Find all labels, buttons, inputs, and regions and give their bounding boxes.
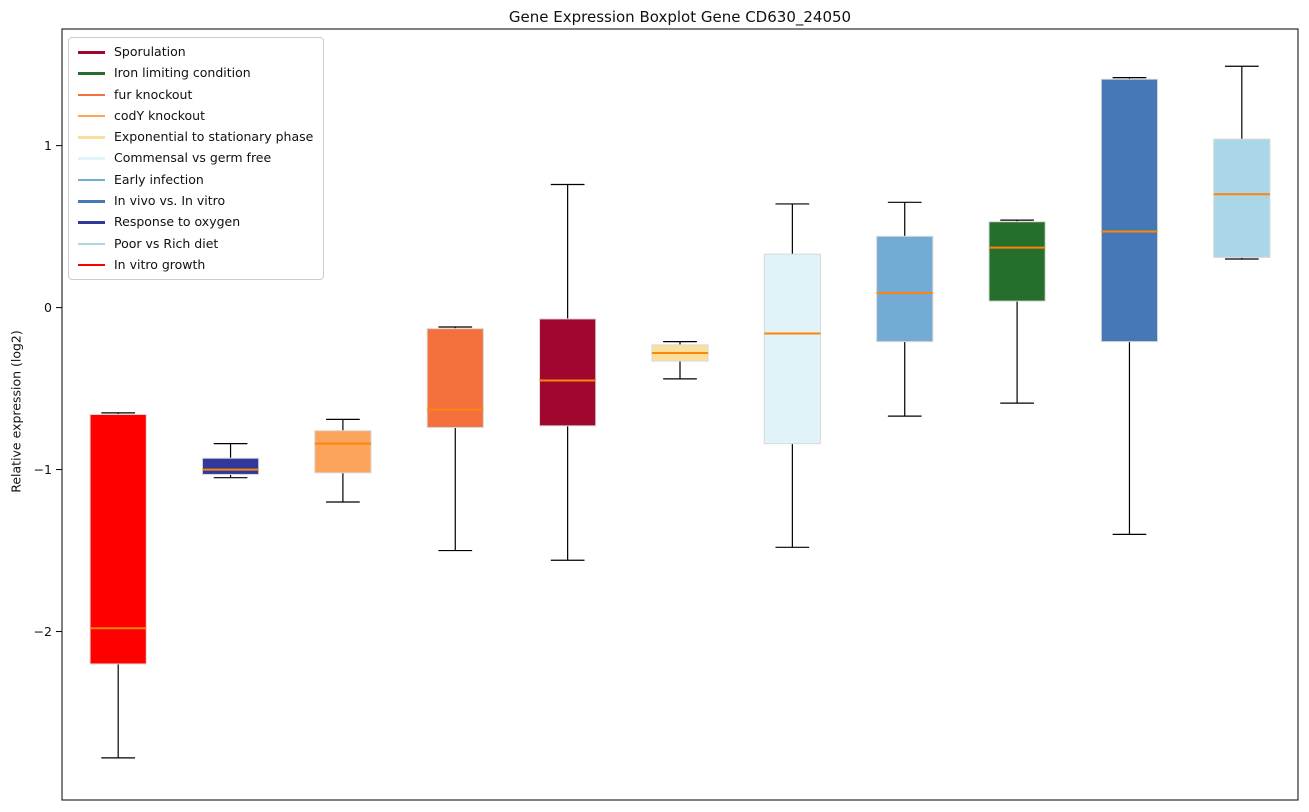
legend-item-in-vivo-vs-in-vitro: In vivo vs. In vitro — [78, 194, 313, 209]
legend-label: Sporulation — [114, 44, 186, 59]
y-tick-label: −2 — [34, 624, 52, 639]
box-early-infection — [876, 235, 934, 343]
box-cody-knockout — [314, 430, 372, 474]
legend-swatch-icon — [78, 263, 105, 267]
legend-label: In vitro growth — [114, 256, 206, 272]
legend-swatch-icon — [78, 157, 105, 160]
legend-swatch-icon — [78, 93, 105, 97]
legend-item-iron-limiting-condition: Iron limiting condition — [78, 66, 313, 81]
legend-swatch-icon — [78, 200, 105, 203]
legend-label: codY knockout — [114, 107, 206, 123]
legend-item-in-vitro-growth: In vitro growth — [78, 258, 313, 273]
legend-swatch-icon — [78, 221, 105, 224]
legend-swatch-icon — [78, 178, 105, 182]
legend-swatch-icon — [78, 114, 105, 118]
box-in-vitro-growth — [89, 414, 147, 665]
legend-item-fur-knockout: fur knockout — [78, 88, 313, 103]
legend-label: In vivo vs. In vitro — [114, 193, 226, 209]
legend-label: Early infection — [114, 171, 204, 187]
box-sporulation — [539, 318, 597, 427]
legend-item-cody-knockout: codY knockout — [78, 109, 313, 124]
legend-item-commensal-vs-germ-free: Commensal vs germ free — [78, 151, 313, 166]
box-response-to-oxygen — [201, 457, 260, 475]
axes-spines — [61, 28, 1299, 801]
y-tick-label: 1 — [44, 138, 52, 153]
legend-swatch-icon — [78, 72, 105, 75]
legend-label: fur knockout — [114, 86, 193, 102]
box-in-vivo-vs-in-vitro — [1100, 78, 1159, 343]
box-iron-limiting-condition — [988, 221, 1046, 302]
legend-item-poor-vs-rich-diet: Poor vs Rich diet — [78, 237, 313, 252]
legend-label: Commensal vs germ free — [114, 150, 272, 166]
legend-swatch-icon — [78, 51, 105, 54]
y-tick-label: 0 — [44, 300, 52, 315]
box-commensal-vs-germ-free — [763, 253, 821, 445]
y-tick-label: −1 — [34, 462, 52, 477]
legend: Sporulation Iron limiting condition fur kn… — [68, 37, 325, 281]
legend-item-response-to-oxygen: Response to oxygen — [78, 215, 313, 230]
legend-label: Iron limiting condition — [114, 65, 251, 81]
legend-label: Response to oxygen — [114, 214, 241, 230]
legend-swatch-icon — [78, 136, 105, 139]
chart-title: Gene Expression Boxplot Gene CD630_24050 — [508, 8, 852, 26]
legend-item-exponential-to-stationary-phase: Exponential to stationary phase — [78, 130, 313, 145]
legend-item-early-infection: Early infection — [78, 173, 313, 188]
legend-label: Exponential to stationary phase — [114, 129, 314, 145]
legend-label: Poor vs Rich diet — [114, 235, 219, 251]
legend-swatch-icon — [78, 242, 105, 246]
legend-item-sporulation: Sporulation — [78, 45, 313, 60]
box-fur-knockout — [426, 328, 484, 428]
box-poor-vs-rich-diet — [1213, 138, 1271, 258]
